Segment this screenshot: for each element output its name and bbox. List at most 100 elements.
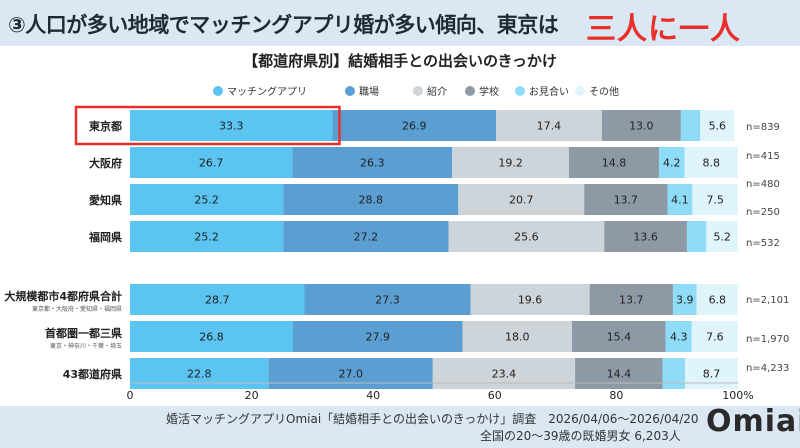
bar-segment-3-0 xyxy=(130,221,284,252)
chart-title: 【都道府県別】結婚相手との出会いのきっかけ xyxy=(243,52,557,70)
bar-segment-6-2 xyxy=(432,358,576,389)
legend-label-4: お見合い xyxy=(529,85,569,98)
bar-segment-2-0 xyxy=(130,184,284,215)
value-label-6-3: 14.4 xyxy=(607,368,632,381)
value-label-5-4: 4.3 xyxy=(670,331,688,344)
value-label-1-5: 8.8 xyxy=(702,157,720,170)
value-label-4-0: 28.7 xyxy=(205,294,230,307)
bar-segment-4-4 xyxy=(672,284,697,315)
bar-segment-2-4 xyxy=(667,184,693,215)
bar-segment-1-3 xyxy=(568,147,659,178)
legend-marker-2 xyxy=(413,86,423,96)
category-label-4: 大規模都市4都府県合計 xyxy=(4,289,122,303)
bar-segment-6-4 xyxy=(662,358,686,389)
bar-segment-5-2 xyxy=(462,321,573,352)
value-label-0-2: 17.4 xyxy=(537,120,562,133)
bar-segment-6-3 xyxy=(575,358,663,389)
legend-label-1: 職場 xyxy=(359,85,379,98)
n-label-0: n=839 xyxy=(746,122,780,133)
bar-segment-6-0 xyxy=(130,358,269,389)
value-label-4-3: 13.7 xyxy=(619,294,644,307)
category-sublabel-5: 東京・神奈川・千葉・埼玉 xyxy=(50,342,122,350)
value-label-3-2: 25.6 xyxy=(514,231,539,244)
bar-segment-2-2 xyxy=(458,184,585,215)
category-label-6: 43都道府県 xyxy=(63,367,122,381)
value-label-2-5: 7.5 xyxy=(706,194,724,207)
bar-segment-4-2 xyxy=(470,284,590,315)
legend-label-2: 紹介 xyxy=(427,85,447,98)
bar-segment-1-2 xyxy=(452,147,569,178)
legend-marker-5 xyxy=(575,86,585,96)
source-line-1: 婚活マッチングアプリOmiai「結婚相手との出会いのきっかけ」調査 2026/0… xyxy=(166,412,699,426)
bar-segment-5-0 xyxy=(130,321,293,352)
x-tick-0: 0 xyxy=(127,389,134,402)
legend-label-5: その他 xyxy=(589,85,619,98)
bar-segment-1-5 xyxy=(684,147,738,178)
n-label-3: n=250 xyxy=(746,207,780,218)
value-label-3-5: 5.2 xyxy=(713,231,731,244)
category-label-2: 愛知県 xyxy=(89,193,122,207)
value-label-1-3: 14.8 xyxy=(602,157,627,170)
footer-banner xyxy=(0,406,800,448)
bar-segment-3-2 xyxy=(448,221,605,252)
source-line-2: 全国の20〜39歳の既婚男女 6,203人 xyxy=(480,429,681,443)
value-label-0-5: 5.6 xyxy=(709,120,727,133)
n-label-7: n=4,233 xyxy=(746,363,789,374)
bar-segment-3-4 xyxy=(686,221,707,252)
category-label-0: 東京都 xyxy=(89,119,122,133)
category-label-3: 福岡県 xyxy=(88,230,122,244)
category-sublabel-4: 東京都・大阪府・愛知県・福岡県 xyxy=(32,305,122,313)
bar-segment-5-3 xyxy=(572,321,666,352)
value-label-3-1: 27.2 xyxy=(354,231,379,244)
bar-segment-2-3 xyxy=(584,184,668,215)
headline: ③人口が多い地域でマッチングアプリ婚が多い傾向、東京は xyxy=(8,13,559,37)
value-label-6-5: 8.7 xyxy=(703,368,721,381)
n-label-2: n=480 xyxy=(746,179,780,190)
value-label-0-3: 13.0 xyxy=(629,120,654,133)
bar-segment-6-5 xyxy=(685,358,738,389)
n-label-6: n=1,970 xyxy=(746,334,789,345)
highlight-box xyxy=(74,105,341,146)
headline-highlight: 三人に一人 xyxy=(586,12,741,47)
legend-marker-1 xyxy=(345,86,355,96)
bar-segment-0-3 xyxy=(601,110,681,141)
value-label-0-1: 26.9 xyxy=(402,120,427,133)
value-label-5-2: 18.0 xyxy=(505,331,530,344)
value-label-6-1: 27.0 xyxy=(338,368,363,381)
legend-marker-0 xyxy=(213,86,223,96)
n-label-5: n=2,101 xyxy=(746,295,789,306)
bar-segment-1-0 xyxy=(130,147,293,178)
value-label-2-4: 4.1 xyxy=(671,194,689,207)
bar-segment-1-4 xyxy=(658,147,685,178)
stacked-bar-chart: マッチングアプリ 職場 紹介 学校 お見合い その他 33.3 26.9 17.4 13.0 5.6… xyxy=(4,85,789,402)
bar-segment-4-0 xyxy=(130,284,305,315)
bar-segment-0-5 xyxy=(700,110,735,141)
value-label-4-4: 3.9 xyxy=(676,294,694,307)
value-label-5-0: 26.8 xyxy=(199,331,224,344)
value-label-6-2: 23.4 xyxy=(492,368,517,381)
n-label-4: n=532 xyxy=(746,238,780,249)
value-label-2-1: 28.8 xyxy=(359,194,384,207)
value-label-4-2: 19.6 xyxy=(518,294,543,307)
header-banner xyxy=(0,0,800,46)
bar-segment-1-1 xyxy=(292,147,453,178)
bar-segment-3-3 xyxy=(604,221,687,252)
bar-segment-2-1 xyxy=(283,184,459,215)
value-label-2-0: 25.2 xyxy=(194,194,219,207)
bar-segment-5-1 xyxy=(292,321,463,352)
value-label-6-0: 22.8 xyxy=(187,368,212,381)
value-label-4-1: 27.3 xyxy=(375,294,400,307)
category-label-1: 大阪府 xyxy=(89,156,122,170)
value-label-5-3: 15.4 xyxy=(607,331,632,344)
bar-segment-5-4 xyxy=(665,321,692,352)
value-label-1-1: 26.3 xyxy=(360,157,385,170)
omiai-logo: Omiai xyxy=(706,404,800,439)
value-label-4-5: 6.8 xyxy=(709,294,727,307)
value-label-0-0: 33.3 xyxy=(219,120,244,133)
bar-segment-2-5 xyxy=(692,184,738,215)
legend-label-3: 学校 xyxy=(479,85,499,98)
bar-segment-3-5 xyxy=(706,221,738,252)
bar-segment-4-3 xyxy=(589,284,673,315)
value-label-2-2: 20.7 xyxy=(509,194,534,207)
bar-segment-0-0 xyxy=(130,110,333,141)
